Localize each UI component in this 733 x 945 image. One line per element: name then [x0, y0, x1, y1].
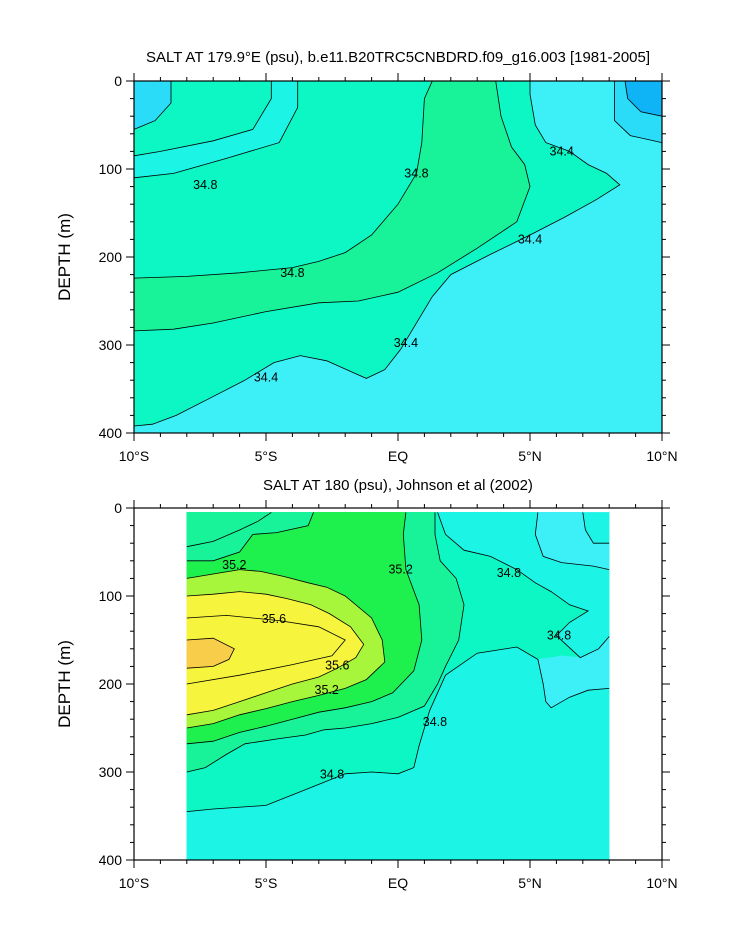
x-tick-label: 10°S [119, 875, 150, 891]
panel-model-salinity: SALT AT 179.9°E (psu), b.e11.B20TRC5CNBD… [55, 49, 678, 464]
y-tick-label: 200 [99, 249, 123, 265]
salinity-fill-layer [186, 512, 610, 860]
contour-line [186, 512, 465, 773]
contour-line [186, 512, 272, 548]
contour-line [134, 81, 172, 130]
x-tick-label: 5°S [255, 448, 278, 464]
y-tick-label: 300 [99, 337, 123, 353]
contour-label: 34.8 [320, 768, 344, 782]
contour-line [624, 81, 662, 117]
contour-label: 34.8 [193, 178, 217, 192]
contour-label-layer: 35.2 35.6 35.6 35.2 35.2 34.8 34.8 34.8 34.8 [222, 558, 571, 781]
contour-line [614, 81, 662, 143]
contour-line [134, 81, 531, 332]
y-tick-label: 100 [99, 161, 123, 177]
y-tick-label: 100 [99, 588, 123, 604]
axis-ticks [126, 500, 670, 868]
contour-label: 35.2 [388, 563, 412, 577]
contour-line [186, 614, 346, 685]
contour-line-layer [186, 512, 610, 812]
contour-label: 34.8 [547, 629, 571, 643]
y-tick-label: 0 [114, 73, 122, 89]
contour-line [186, 637, 235, 669]
x-tick-label: 5°N [518, 448, 542, 464]
x-tick-label: 5°S [255, 875, 278, 891]
y-axis-label: DEPTH (m) [55, 640, 74, 728]
contour-label: 35.6 [262, 612, 286, 626]
y-tick-labels: 0 100 200 300 400 [99, 500, 123, 868]
y-tick-label: 300 [99, 764, 123, 780]
contour-label: 34.4 [518, 232, 542, 246]
contour-label: 35.2 [222, 558, 246, 572]
x-tick-label: 10°N [646, 448, 677, 464]
contour-label: 34.8 [423, 715, 447, 729]
contour-label: 35.6 [325, 659, 349, 673]
y-axis-label: DEPTH (m) [55, 213, 74, 301]
y-tick-label: 0 [114, 500, 122, 516]
x-tick-labels: 10°S 5°S EQ 5°N 10°N [119, 875, 678, 891]
x-tick-label: 10°S [119, 448, 150, 464]
contour-line [186, 591, 365, 716]
contour-label: 34.4 [254, 371, 278, 385]
contour-line [186, 512, 423, 745]
contour-label: 35.2 [315, 683, 339, 697]
contour-label: 34.8 [404, 166, 428, 180]
x-tick-label: 10°N [646, 875, 677, 891]
contour-line [186, 512, 314, 562]
x-tick-labels: 10°S 5°S EQ 5°N 10°N [119, 448, 678, 464]
y-tick-label: 400 [99, 425, 123, 441]
contour-label: 34.4 [394, 336, 418, 350]
x-tick-label: EQ [388, 448, 408, 464]
contour-label: 34.4 [550, 144, 574, 158]
contour-line [134, 81, 272, 157]
contour-line [134, 81, 299, 179]
contour-line-layer [134, 81, 662, 427]
contour-label: 34.8 [280, 266, 304, 280]
y-tick-label: 400 [99, 852, 123, 868]
axis-ticks [126, 73, 670, 441]
y-tick-labels: 0 100 200 300 400 [99, 73, 123, 441]
contour-line [134, 81, 621, 427]
contour-label-layer: 34.8 34.8 34.8 34.4 34.4 34.4 34.4 [193, 144, 574, 384]
x-tick-label: EQ [388, 875, 408, 891]
chart-title: SALT AT 180 (psu), Johnson et al (2002) [263, 477, 533, 494]
x-tick-label: 5°N [518, 875, 542, 891]
y-tick-label: 200 [99, 676, 123, 692]
panel-observed-salinity: SALT AT 180 (psu), Johnson et al (2002) … [55, 477, 678, 891]
contour-line [534, 512, 610, 570]
chart-title: SALT AT 179.9°E (psu), b.e11.B20TRC5CNBD… [146, 49, 650, 66]
contour-line [582, 512, 610, 544]
contour-label: 34.8 [497, 566, 521, 580]
contour-line [186, 646, 610, 812]
contour-line [437, 512, 610, 659]
contour-line [186, 569, 386, 729]
contour-line [134, 81, 433, 279]
salinity-fill-layer [134, 81, 662, 433]
